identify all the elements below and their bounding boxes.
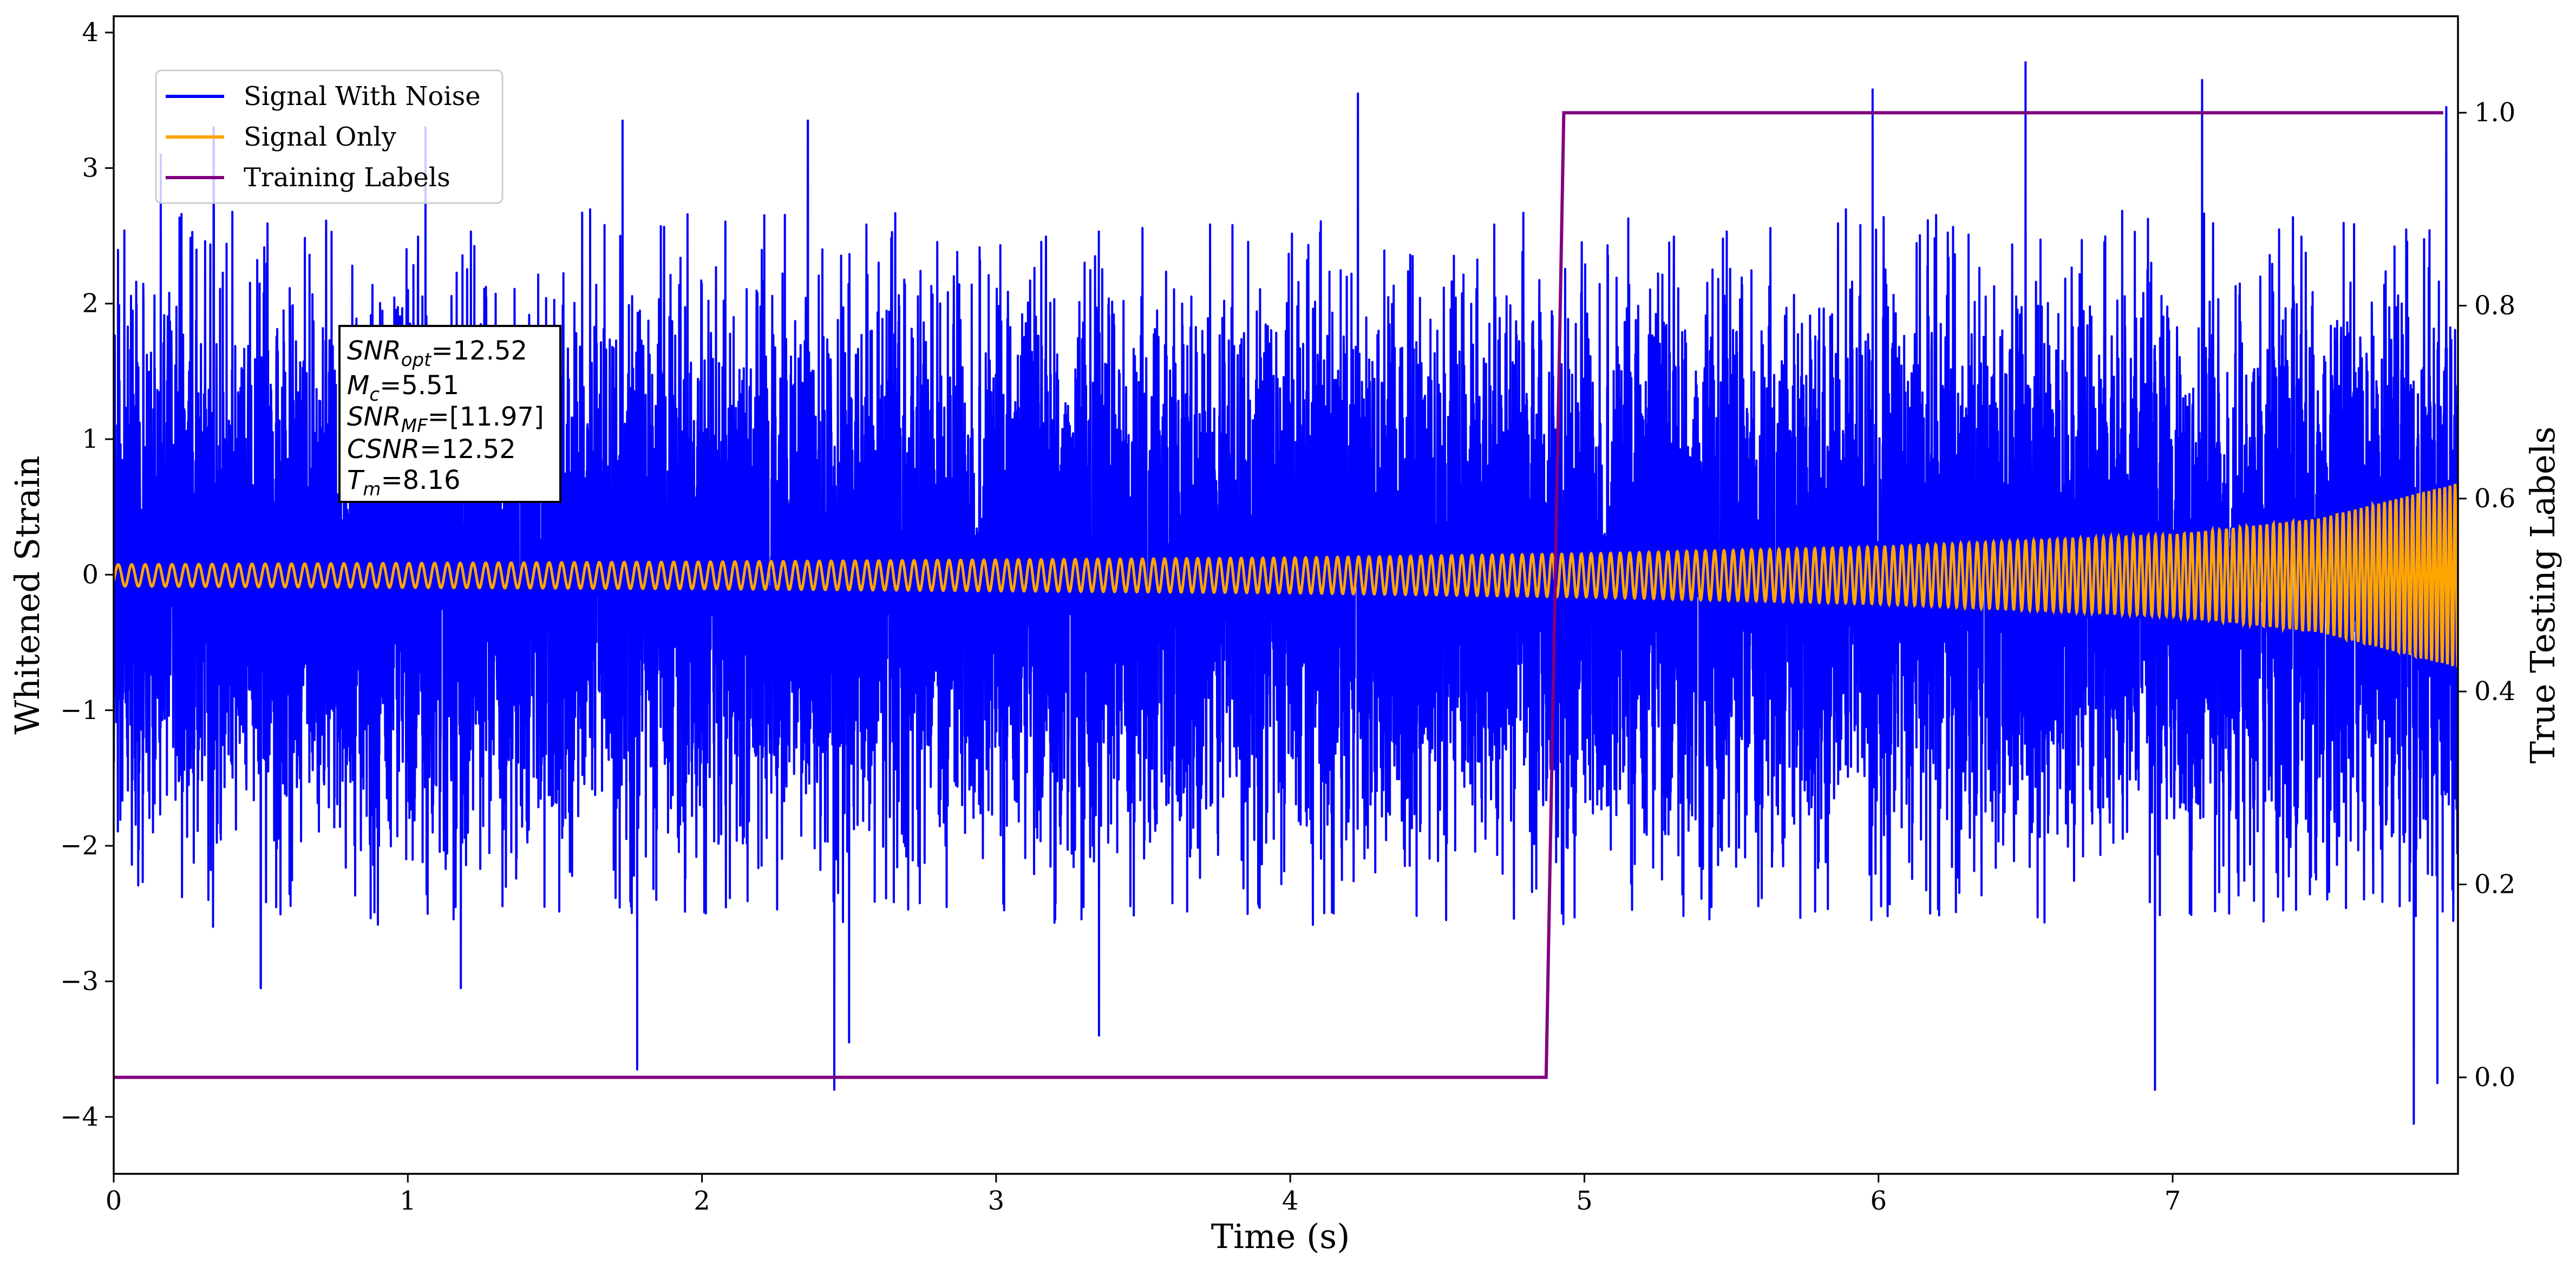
x-axis-title: Time (s)	[1211, 1217, 1350, 1256]
x-tick-label: 6	[1870, 1186, 1887, 1216]
y-left-tick-label: −2	[60, 831, 99, 861]
y-left-tick-label: 2	[82, 289, 99, 319]
y-right-tick-label: 0.4	[2474, 676, 2515, 707]
y-left-tick-label: −1	[60, 695, 99, 726]
x-tick-label: 7	[2165, 1186, 2181, 1216]
y-right-tick-label: 0.2	[2474, 870, 2515, 900]
y-left-tick-label: 3	[82, 153, 99, 183]
x-tick-label: 4	[1282, 1186, 1299, 1216]
x-tick-label: 5	[1576, 1186, 1593, 1216]
y-left-tick-label: 4	[82, 17, 99, 48]
x-tick-label: 1	[400, 1186, 416, 1216]
y-left-tick-label: −4	[60, 1102, 99, 1132]
y-right-tick-label: 1.0	[2474, 97, 2515, 128]
annotation-line-csnr: CSNR=12.52	[347, 434, 516, 465]
series-line-training-labels	[114, 111, 2443, 1079]
series-line-signal-with-noise	[114, 61, 2458, 1125]
legend-label-signal-only: Signal Only	[244, 122, 396, 152]
annotation-line-snr-mf: SNRMF=[11.97]	[347, 402, 544, 437]
y-left-tick-label: 0	[82, 559, 99, 590]
y-right-tick-label: 0.6	[2474, 484, 2515, 514]
x-tick-label: 2	[694, 1186, 710, 1216]
legend-label-signal-with-noise: Signal With Noise	[244, 81, 481, 112]
y-axis-left-ticks: −4 −3 −2 −1 0 1 2 3 4	[60, 17, 114, 1132]
annotation-frame	[338, 325, 561, 503]
annotation-line-snr-opt: SNRopt=12.52	[347, 336, 527, 371]
x-axis-ticks: 0 1 2 3 4 5 6 7	[106, 1174, 2181, 1216]
plot-frame	[113, 15, 2459, 1175]
series-line-signal-only	[114, 484, 2458, 668]
x-tick-label: 0	[106, 1186, 122, 1216]
annotation-line-tm: Tm=8.16	[347, 465, 461, 500]
y-right-tick-label: 0.0	[2474, 1062, 2515, 1093]
legend-label-training-labels: Training Labels	[244, 162, 450, 193]
plot-area	[114, 61, 2458, 1125]
annotation-box: SNRopt=12.52 Mc=5.51 SNRMF=[11.97] CSNR=…	[338, 325, 561, 503]
y-right-tick-label: 0.8	[2474, 291, 2515, 321]
x-tick-label: 3	[988, 1186, 1005, 1216]
y-left-tick-label: −3	[60, 966, 99, 997]
y-left-tick-label: 1	[82, 424, 99, 454]
legend-frame	[155, 69, 504, 204]
y-axis-left-title: Whitened Strain	[8, 456, 47, 735]
y-axis-right-ticks: 0.0 0.2 0.4 0.6 0.8 1.0	[2458, 97, 2515, 1093]
legend: Signal With Noise Signal Only Training L…	[155, 69, 504, 204]
y-axis-right-title: True Testing Labels	[2523, 427, 2562, 764]
annotation-line-mc: Mc=5.51	[347, 370, 459, 406]
